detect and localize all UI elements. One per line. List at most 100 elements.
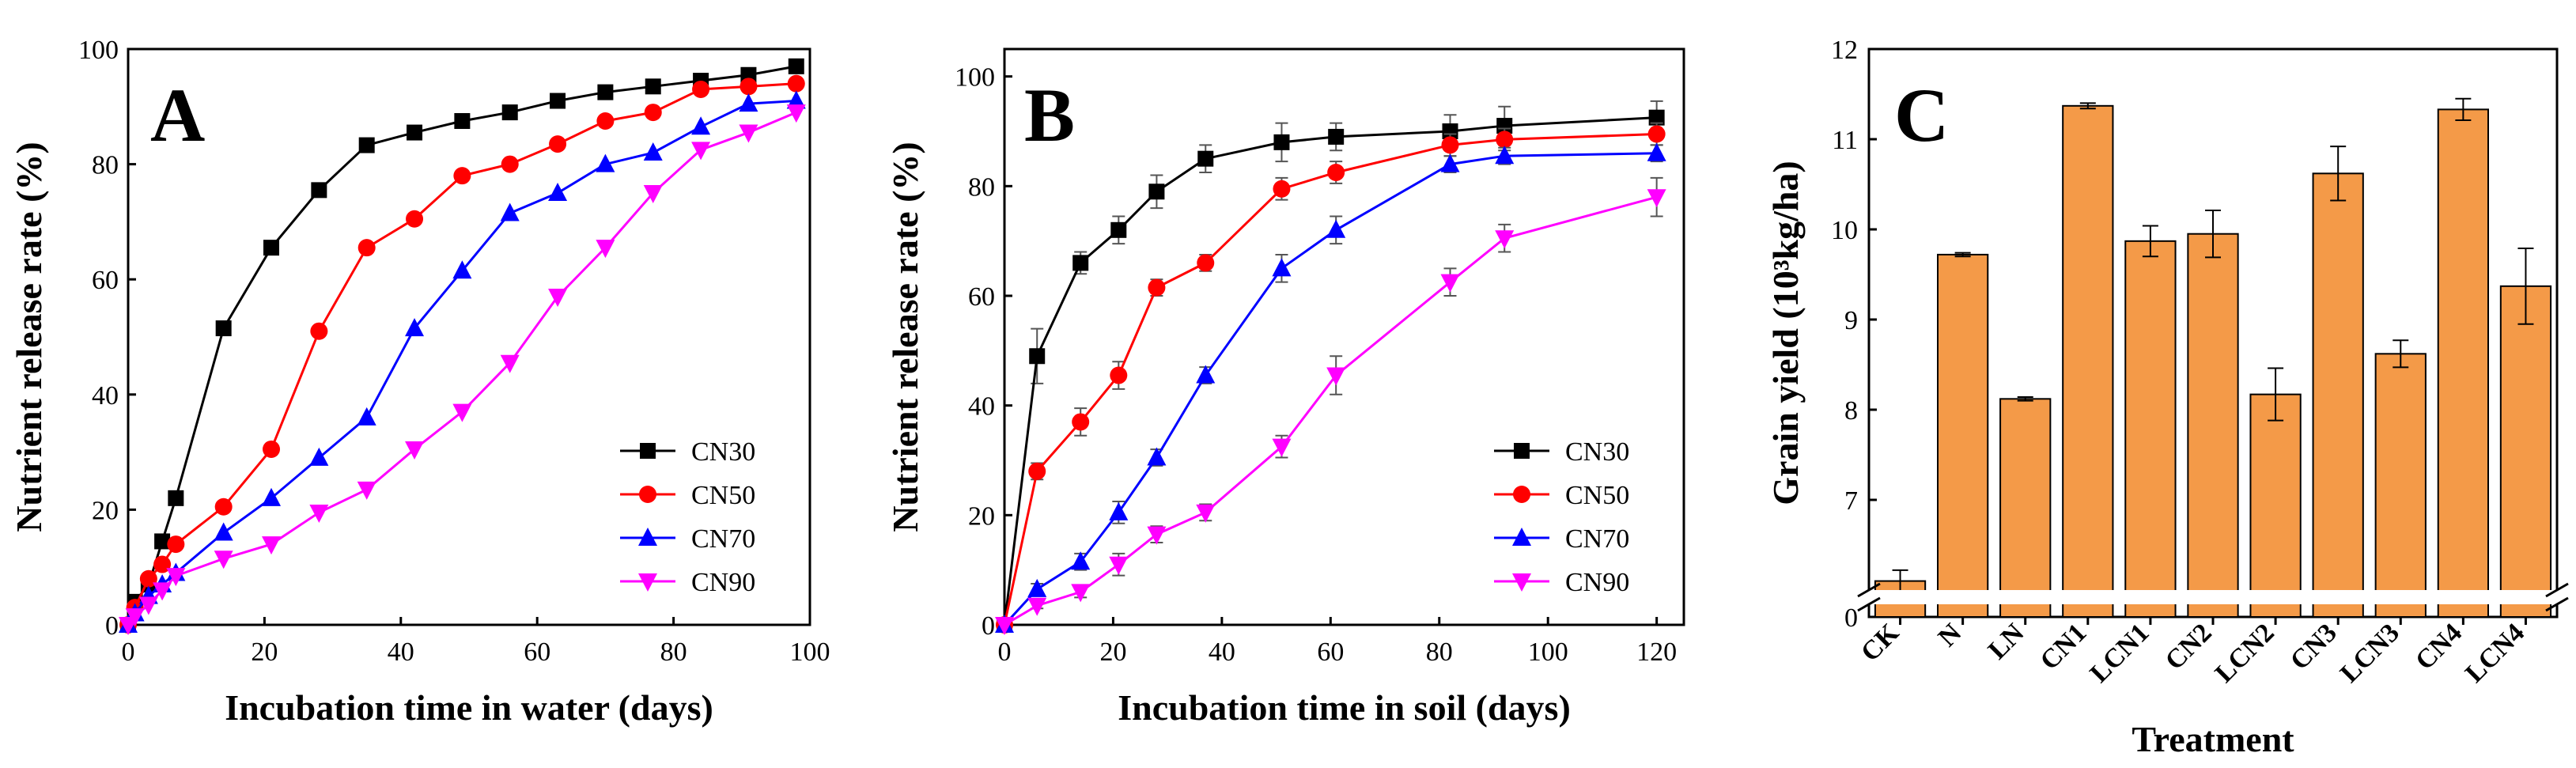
a-cn50-point — [357, 239, 376, 257]
panel-a-line-chart: A 0 20 40 60 80 100 0 20 40 60 80 100 Incubation tim… — [9, 36, 830, 728]
a-cn30-point — [501, 104, 518, 121]
b-cn30-point — [1110, 221, 1127, 238]
b-cn70-point — [1071, 551, 1091, 570]
b-cn30-point — [1072, 255, 1089, 271]
a-cn50-point — [501, 155, 519, 173]
c-x-tick-label: CN4 — [2410, 618, 2468, 675]
a-x-tick-label: 0 — [122, 637, 135, 667]
a-cn30-point — [788, 58, 804, 74]
b-y-tick-label: 20 — [968, 501, 995, 531]
c-bar-lcn3 — [2374, 353, 2427, 618]
a-cn70-point — [691, 116, 711, 135]
b-cn70-point — [1647, 142, 1666, 161]
b-x-tick-label: 60 — [1317, 637, 1344, 667]
a-cn90-point — [500, 354, 520, 373]
b-legend-label: CN50 — [1565, 481, 1629, 510]
b-legend-marker — [1514, 443, 1530, 459]
c-x-tick-label: LN — [1983, 618, 2030, 665]
b-series-cn30 — [997, 100, 1665, 633]
c-x-tick-label: CN3 — [2285, 618, 2343, 675]
c-y-tick-label: 11 — [1832, 126, 1858, 155]
c-axis-break-slash — [1857, 582, 1881, 598]
b-cn90-point — [1109, 556, 1129, 575]
a-x-axis-title: Incubation time in water (days) — [225, 687, 713, 728]
c-axis-break-slash — [2545, 596, 2569, 612]
a-series-cn90 — [119, 104, 806, 635]
a-cn70-point — [262, 487, 282, 506]
b-cn70-point — [1027, 578, 1047, 597]
a-cn90-point — [691, 142, 711, 161]
b-x-axis-title: Incubation time in soil (days) — [1118, 687, 1571, 728]
b-cn30-point — [1029, 348, 1046, 365]
a-cn50-point — [214, 497, 233, 516]
a-y-tick-label: 20 — [92, 496, 119, 525]
a-cn90-point — [643, 185, 663, 203]
b-cn70-point — [1495, 146, 1515, 165]
a-y-tick-label: 100 — [78, 36, 119, 65]
b-cn50-point — [1072, 413, 1090, 431]
c-y-tick-label: 9 — [1844, 306, 1858, 335]
b-cn90-point — [1647, 189, 1666, 208]
b-x-tick-label: 40 — [1209, 637, 1235, 667]
b-cn90-point — [1147, 526, 1167, 545]
b-legend-marker — [1512, 573, 1531, 592]
a-cn90-point — [262, 536, 282, 555]
a-cn30-point — [168, 490, 184, 506]
c-bar-cn2 — [2187, 233, 2239, 618]
a-cn50-point — [692, 80, 710, 98]
b-series-cn90 — [995, 176, 1666, 635]
b-cn30-point — [1197, 150, 1214, 167]
a-cn90-point — [739, 124, 758, 143]
b-x-tick-label: 100 — [1528, 637, 1568, 667]
b-cn90-line — [1004, 195, 1658, 626]
a-cn50-point — [310, 322, 328, 340]
a-cn30-point — [215, 320, 232, 337]
a-x-tick-label: 20 — [251, 637, 278, 667]
c-x-tick-label: CN1 — [2035, 618, 2093, 675]
c-x-tick-label: CN2 — [2160, 618, 2218, 675]
a-cn70-point — [643, 142, 663, 161]
b-cn30-point — [1648, 109, 1665, 126]
c-axis-break-slash — [1857, 596, 1881, 612]
b-cn70-point — [1326, 219, 1346, 238]
a-cn70-point — [357, 407, 376, 426]
a-cn30-point — [358, 137, 375, 153]
b-cn90-point — [995, 617, 1014, 635]
b-plot-frame — [1003, 47, 1685, 626]
b-cn30-point — [1148, 183, 1165, 200]
b-cn90-point — [1326, 367, 1346, 386]
c-x-tick-label: LCN2 — [2210, 618, 2280, 688]
b-cn50-point — [1148, 278, 1166, 297]
b-cn50-point — [1647, 125, 1666, 143]
b-y-tick-label: 40 — [968, 392, 995, 422]
b-cn30-point — [1328, 128, 1345, 145]
a-cn50-point — [644, 104, 662, 122]
a-legend-marker — [640, 443, 656, 459]
a-cn90-point — [166, 568, 186, 587]
b-cn90-point — [1027, 597, 1047, 616]
a-cn30-point — [550, 93, 566, 109]
b-cn50-point — [1327, 164, 1345, 181]
b-cn50-point — [1441, 136, 1459, 154]
a-y-tick-label: 60 — [92, 266, 119, 295]
a-cn70-point — [452, 260, 472, 279]
b-cn70-point — [1272, 258, 1292, 277]
a-x-tick-label: 60 — [524, 637, 550, 667]
b-cn70-point — [1147, 447, 1167, 466]
b-x-tick-label: 120 — [1636, 637, 1677, 667]
c-x-tick-label: LCN3 — [2335, 618, 2405, 688]
c-bar-lcn1 — [2124, 240, 2177, 618]
c-bar-lcn2 — [2249, 393, 2302, 618]
c-y-axis-title: Grain yield (10³kg/ha) — [1765, 161, 1806, 505]
b-cn30-point — [1442, 123, 1458, 139]
b-legend-label: CN70 — [1565, 524, 1629, 554]
a-cn30-point — [263, 240, 280, 256]
a-legend-label: CN30 — [691, 437, 755, 467]
b-series-cn50 — [996, 122, 1666, 634]
a-cn50-point — [263, 440, 281, 458]
b-cn70-point — [1440, 153, 1460, 172]
a-legend-label: CN90 — [691, 568, 755, 597]
c-y-zero-label: 0 — [1844, 603, 1858, 633]
